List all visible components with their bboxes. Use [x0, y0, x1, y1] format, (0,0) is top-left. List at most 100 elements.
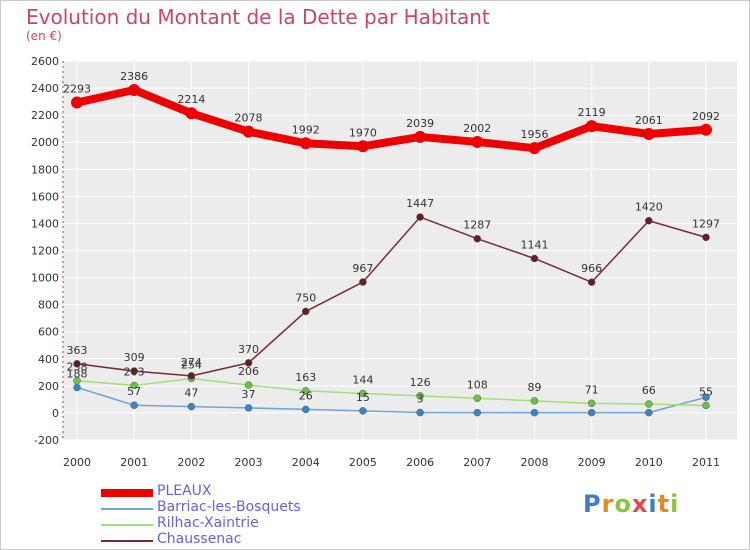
data-label: 1297: [692, 217, 720, 230]
data-label: 55: [699, 385, 713, 398]
legend-label: Chaussenac: [157, 531, 242, 547]
data-label: 47: [184, 387, 198, 400]
data-point: [185, 107, 198, 120]
logo-letter: x: [631, 490, 649, 518]
data-point: [645, 216, 653, 225]
data-label: 1970: [349, 126, 377, 139]
logo-letter: i: [670, 490, 680, 518]
data-label: 203: [124, 365, 145, 378]
logo-letter: P: [583, 490, 602, 518]
data-point: [299, 137, 312, 150]
data-label: 2119: [578, 106, 606, 119]
data-point: [473, 394, 482, 403]
y-tick-label: 800: [38, 299, 59, 312]
data-point: [416, 213, 424, 221]
y-tick-label: 1400: [31, 217, 59, 230]
data-label: 126: [410, 376, 431, 389]
data-point: [471, 135, 484, 148]
y-tick-label: 200: [38, 380, 59, 393]
data-label: 163: [295, 371, 316, 384]
data-point: [473, 234, 482, 243]
data-label: 274: [181, 356, 202, 369]
x-tick-label: 2001: [120, 456, 148, 469]
data-label: 1447: [406, 197, 434, 210]
data-label: 71: [585, 383, 599, 396]
data-label: 26: [299, 389, 313, 402]
data-label: 238: [67, 361, 88, 374]
data-label: 967: [352, 262, 373, 275]
data-point: [359, 407, 367, 415]
data-label: 66: [642, 384, 656, 397]
data-point: [73, 360, 81, 368]
data-point: [528, 142, 541, 155]
y-tick-label: 1800: [31, 163, 59, 176]
data-label: 2386: [120, 70, 148, 83]
data-point: [73, 376, 81, 385]
data-label: 206: [238, 365, 259, 378]
data-label: 1141: [520, 238, 548, 251]
data-label: 370: [238, 343, 259, 356]
data-point: [645, 400, 653, 408]
x-tick-label: 2008: [520, 456, 548, 469]
data-point: [359, 389, 367, 398]
legend-swatch: [101, 540, 153, 542]
logo-letter: i: [648, 490, 658, 518]
legend-label: Rilhac-Xaintrie: [157, 515, 259, 531]
data-point: [702, 233, 710, 242]
series-line-chaussenac: [76, 216, 707, 377]
data-point: [530, 397, 539, 405]
data-label: 37: [242, 388, 256, 401]
proxiti-logo: Proxiti: [583, 490, 679, 518]
x-tick-label: 2011: [692, 456, 720, 469]
data-point: [642, 127, 655, 140]
data-label: 1420: [635, 201, 663, 214]
data-label: 3: [417, 393, 424, 406]
logo-letter: o: [614, 490, 632, 518]
data-label: 2002: [463, 122, 491, 135]
data-point: [645, 408, 653, 417]
data-label: 750: [295, 291, 316, 304]
data-label: 144: [352, 373, 373, 386]
y-tick-label: 2000: [31, 136, 59, 149]
series-line-pleaux: [73, 85, 710, 153]
y-tick-label: 1600: [31, 190, 59, 203]
x-tick-label: 2010: [635, 456, 663, 469]
x-tick-label: 2009: [578, 456, 606, 469]
data-label: 363: [67, 344, 88, 357]
legend-label: Barriac-les-Bosquets: [157, 499, 301, 515]
data-point: [416, 408, 424, 417]
data-point: [242, 125, 255, 138]
data-point: [130, 381, 138, 390]
x-tick-label: 2000: [63, 456, 91, 469]
data-point: [416, 392, 424, 400]
y-tick-label: 600: [38, 326, 59, 339]
data-point: [73, 383, 81, 392]
data-point: [702, 401, 710, 410]
data-label: 89: [527, 381, 541, 394]
data-label: 1992: [292, 123, 320, 136]
x-tick-label: 2005: [349, 456, 377, 469]
data-point: [71, 96, 83, 109]
data-point: [187, 372, 196, 380]
data-label: 188: [67, 367, 88, 380]
data-point: [244, 404, 253, 412]
legend-swatch: [101, 508, 153, 510]
data-point: [301, 405, 310, 414]
data-point: [244, 381, 253, 389]
data-label: 2214: [177, 93, 205, 106]
y-tick-label: 0: [52, 407, 59, 420]
x-tick-label: 2004: [292, 456, 320, 469]
data-label: 1287: [463, 219, 491, 232]
data-point: [702, 393, 710, 401]
x-tick-label: 2006: [406, 456, 434, 469]
y-tick-label: 2400: [31, 82, 59, 95]
legend-swatch: [101, 489, 153, 497]
data-point: [356, 140, 369, 153]
y-tick-label: 2200: [31, 109, 59, 122]
data-label: 309: [124, 351, 145, 364]
logo-letter: t: [657, 490, 671, 518]
data-label: 1956: [520, 128, 548, 141]
data-label: 2039: [406, 117, 434, 130]
